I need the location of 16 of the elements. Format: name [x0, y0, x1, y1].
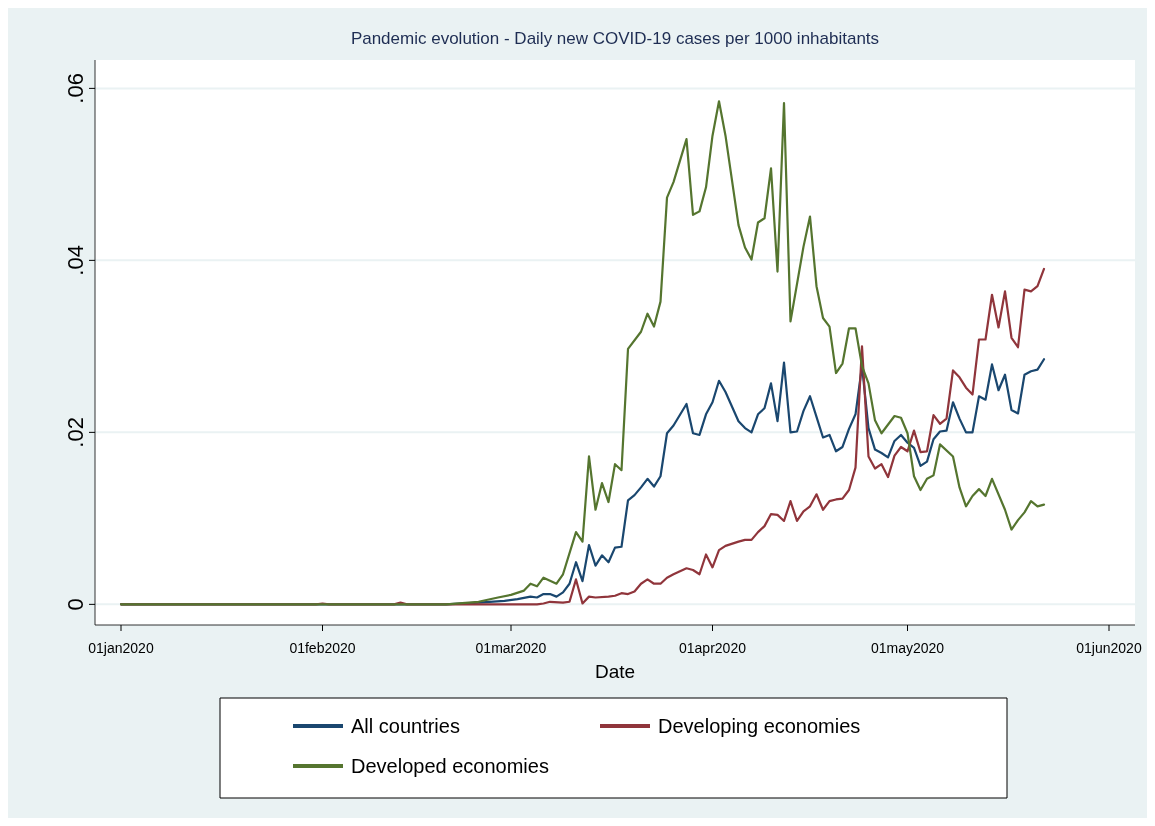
x-tick-label: 01mar2020	[475, 640, 547, 656]
y-tick-label: 0	[63, 598, 88, 611]
x-tick-label: 01jun2020	[1076, 640, 1142, 656]
legend-label: Developed economies	[351, 755, 549, 777]
x-tick-label: 01jan2020	[88, 640, 154, 656]
x-tick-label: 01feb2020	[289, 640, 356, 656]
x-tick-label: 01may2020	[870, 640, 945, 656]
x-tick-label: 01apr2020	[679, 640, 747, 656]
legend-label: Developing economies	[658, 715, 861, 737]
y-tick-label: .02	[63, 417, 88, 448]
x-axis-title: Date	[594, 661, 636, 682]
y-tick-label: .04	[63, 245, 88, 276]
line-series	[119, 100, 1046, 606]
legend-label: All countries	[351, 715, 460, 737]
y-tick-label: .06	[63, 73, 88, 104]
chart-title: Pandemic evolution - Daily new COVID-19 cases per 1000 inhabitants	[350, 29, 880, 48]
